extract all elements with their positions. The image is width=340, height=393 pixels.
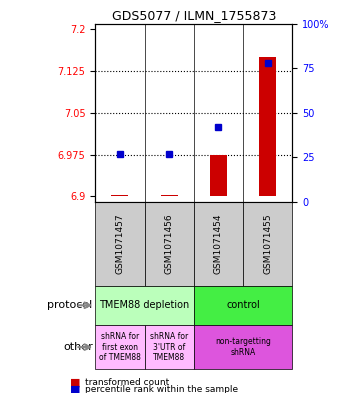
Bar (259, 57, 276, 196)
Bar (111, 195, 129, 196)
Text: GSM1071454: GSM1071454 (214, 214, 223, 274)
Bar (95, 286, 194, 325)
Bar (144, 202, 194, 286)
Text: percentile rank within the sample: percentile rank within the sample (85, 386, 238, 393)
Text: ■: ■ (70, 377, 80, 387)
Bar (194, 325, 292, 369)
Bar (194, 286, 292, 325)
Text: TMEM88 depletion: TMEM88 depletion (99, 300, 190, 310)
Bar (95, 202, 144, 286)
Bar (160, 195, 178, 196)
Text: other: other (63, 342, 93, 352)
Bar (194, 202, 243, 286)
Title: GDS5077 / ILMN_1755873: GDS5077 / ILMN_1755873 (112, 9, 276, 22)
Text: shRNA for
first exon
of TMEM88: shRNA for first exon of TMEM88 (99, 332, 141, 362)
Text: transformed count: transformed count (85, 378, 169, 387)
Bar (144, 325, 194, 369)
Text: GSM1071457: GSM1071457 (115, 214, 124, 274)
Text: control: control (226, 300, 260, 310)
Text: non-targetting
shRNA: non-targetting shRNA (215, 338, 271, 357)
Text: shRNA for
3'UTR of
TMEM88: shRNA for 3'UTR of TMEM88 (150, 332, 188, 362)
Text: GSM1071456: GSM1071456 (165, 214, 174, 274)
Bar (210, 155, 227, 196)
Bar (243, 202, 292, 286)
Bar (95, 325, 144, 369)
Text: protocol: protocol (48, 300, 93, 310)
Text: GSM1071455: GSM1071455 (263, 214, 272, 274)
Text: ■: ■ (70, 385, 80, 393)
